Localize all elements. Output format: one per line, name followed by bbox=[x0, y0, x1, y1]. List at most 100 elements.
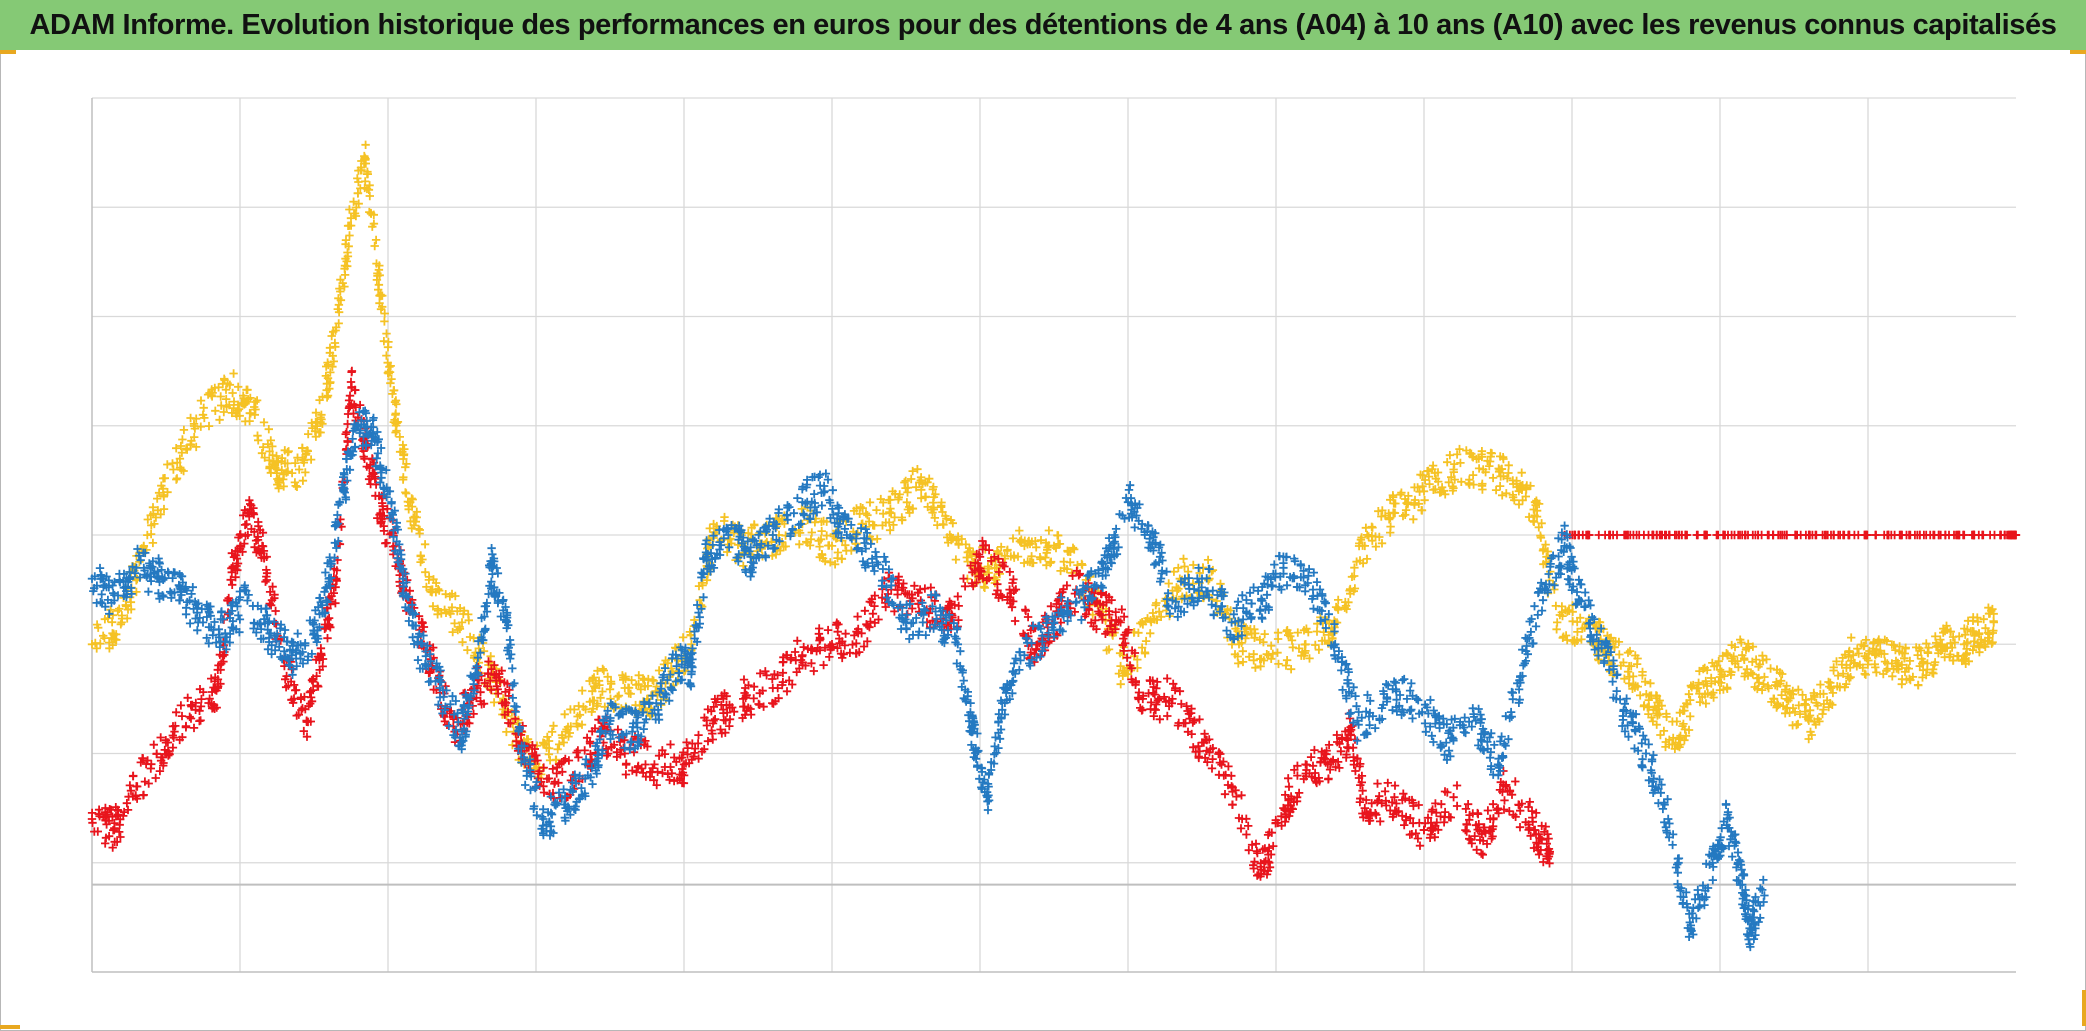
data-point bbox=[1849, 658, 1858, 668]
data-point bbox=[921, 493, 930, 502]
data-point bbox=[265, 447, 274, 456]
data-point bbox=[1437, 483, 1447, 492]
data-point bbox=[1612, 530, 1622, 540]
data-point bbox=[280, 625, 290, 635]
data-point bbox=[939, 520, 948, 529]
data-point bbox=[1007, 603, 1017, 612]
data-point bbox=[928, 508, 937, 517]
data-point bbox=[392, 400, 401, 409]
data-point bbox=[1954, 652, 1963, 661]
data-point bbox=[331, 599, 340, 608]
data-point bbox=[1360, 541, 1369, 551]
data-point bbox=[284, 447, 293, 456]
data-point bbox=[893, 590, 902, 599]
data-point bbox=[1449, 793, 1458, 802]
data-point bbox=[1734, 663, 1743, 672]
data-point bbox=[343, 248, 352, 257]
data-point bbox=[417, 617, 426, 627]
data-point bbox=[1815, 717, 1824, 726]
data-point bbox=[196, 702, 206, 711]
data-point bbox=[332, 576, 341, 586]
data-point bbox=[244, 395, 253, 404]
data-point bbox=[1341, 597, 1350, 607]
data-point bbox=[1882, 637, 1892, 646]
data-point bbox=[605, 685, 615, 694]
data-point bbox=[216, 679, 225, 688]
data-point bbox=[359, 452, 368, 461]
data-point bbox=[1629, 672, 1638, 681]
data-point bbox=[1901, 643, 1910, 652]
data-point bbox=[627, 676, 636, 685]
data-point bbox=[177, 465, 186, 474]
data-point bbox=[1342, 604, 1351, 614]
data-point bbox=[216, 392, 225, 401]
data-point bbox=[1297, 651, 1306, 660]
data-point bbox=[1483, 456, 1492, 465]
data-point bbox=[1433, 468, 1443, 477]
data-point bbox=[1563, 607, 1572, 616]
data-point bbox=[596, 693, 605, 702]
data-point bbox=[1561, 631, 1571, 640]
data-point bbox=[702, 576, 712, 585]
data-point bbox=[270, 590, 279, 599]
data-point bbox=[1410, 483, 1419, 492]
data-point bbox=[1281, 661, 1291, 670]
data-point bbox=[1324, 775, 1333, 784]
data-point bbox=[1985, 629, 1994, 639]
data-point bbox=[819, 660, 828, 670]
data-point bbox=[268, 582, 277, 591]
data-point bbox=[495, 676, 505, 685]
data-point bbox=[204, 421, 214, 431]
data-point bbox=[173, 458, 182, 467]
data-point bbox=[361, 177, 370, 186]
data-point bbox=[502, 727, 511, 737]
data-point bbox=[827, 541, 837, 551]
data-point bbox=[1118, 671, 1127, 681]
data-point bbox=[837, 554, 847, 564]
data-point bbox=[602, 751, 611, 760]
data-point bbox=[1380, 787, 1390, 796]
data-point bbox=[936, 502, 946, 512]
data-point bbox=[265, 464, 274, 473]
data-point bbox=[274, 484, 283, 493]
data-point bbox=[1877, 649, 1886, 658]
data-point bbox=[1762, 655, 1771, 664]
data-point bbox=[1056, 566, 1065, 576]
data-point bbox=[99, 631, 108, 640]
data-point bbox=[908, 466, 917, 476]
data-point bbox=[621, 760, 631, 769]
data-point bbox=[208, 388, 217, 398]
data-point bbox=[329, 357, 338, 366]
data-point bbox=[1237, 638, 1246, 648]
data-point bbox=[1116, 680, 1125, 689]
data-point bbox=[1790, 707, 1800, 717]
data-point bbox=[911, 483, 921, 492]
data-point bbox=[1410, 500, 1419, 509]
data-point bbox=[176, 701, 186, 710]
data-point bbox=[1616, 661, 1626, 670]
data-point bbox=[1195, 568, 1204, 578]
data-point bbox=[524, 743, 533, 752]
data-point bbox=[1625, 646, 1635, 656]
data-point bbox=[1164, 579, 1173, 588]
data-point bbox=[654, 666, 664, 675]
data-point bbox=[540, 740, 549, 749]
data-point bbox=[214, 661, 223, 670]
data-point bbox=[136, 556, 145, 565]
data-point bbox=[122, 799, 132, 808]
data-point bbox=[241, 417, 250, 426]
data-point bbox=[1006, 552, 1015, 561]
data-point bbox=[1456, 458, 1465, 468]
data-point bbox=[1219, 771, 1228, 780]
data-point bbox=[115, 569, 124, 579]
data-point bbox=[1495, 481, 1505, 491]
data-point bbox=[1872, 668, 1881, 677]
data-point bbox=[1371, 542, 1381, 551]
data-point bbox=[444, 721, 454, 730]
data-point bbox=[1946, 627, 1955, 636]
data-point bbox=[1871, 530, 1881, 540]
data-point bbox=[894, 495, 903, 504]
data-point bbox=[1334, 605, 1343, 614]
data-point bbox=[326, 623, 335, 632]
data-point bbox=[1151, 705, 1160, 715]
